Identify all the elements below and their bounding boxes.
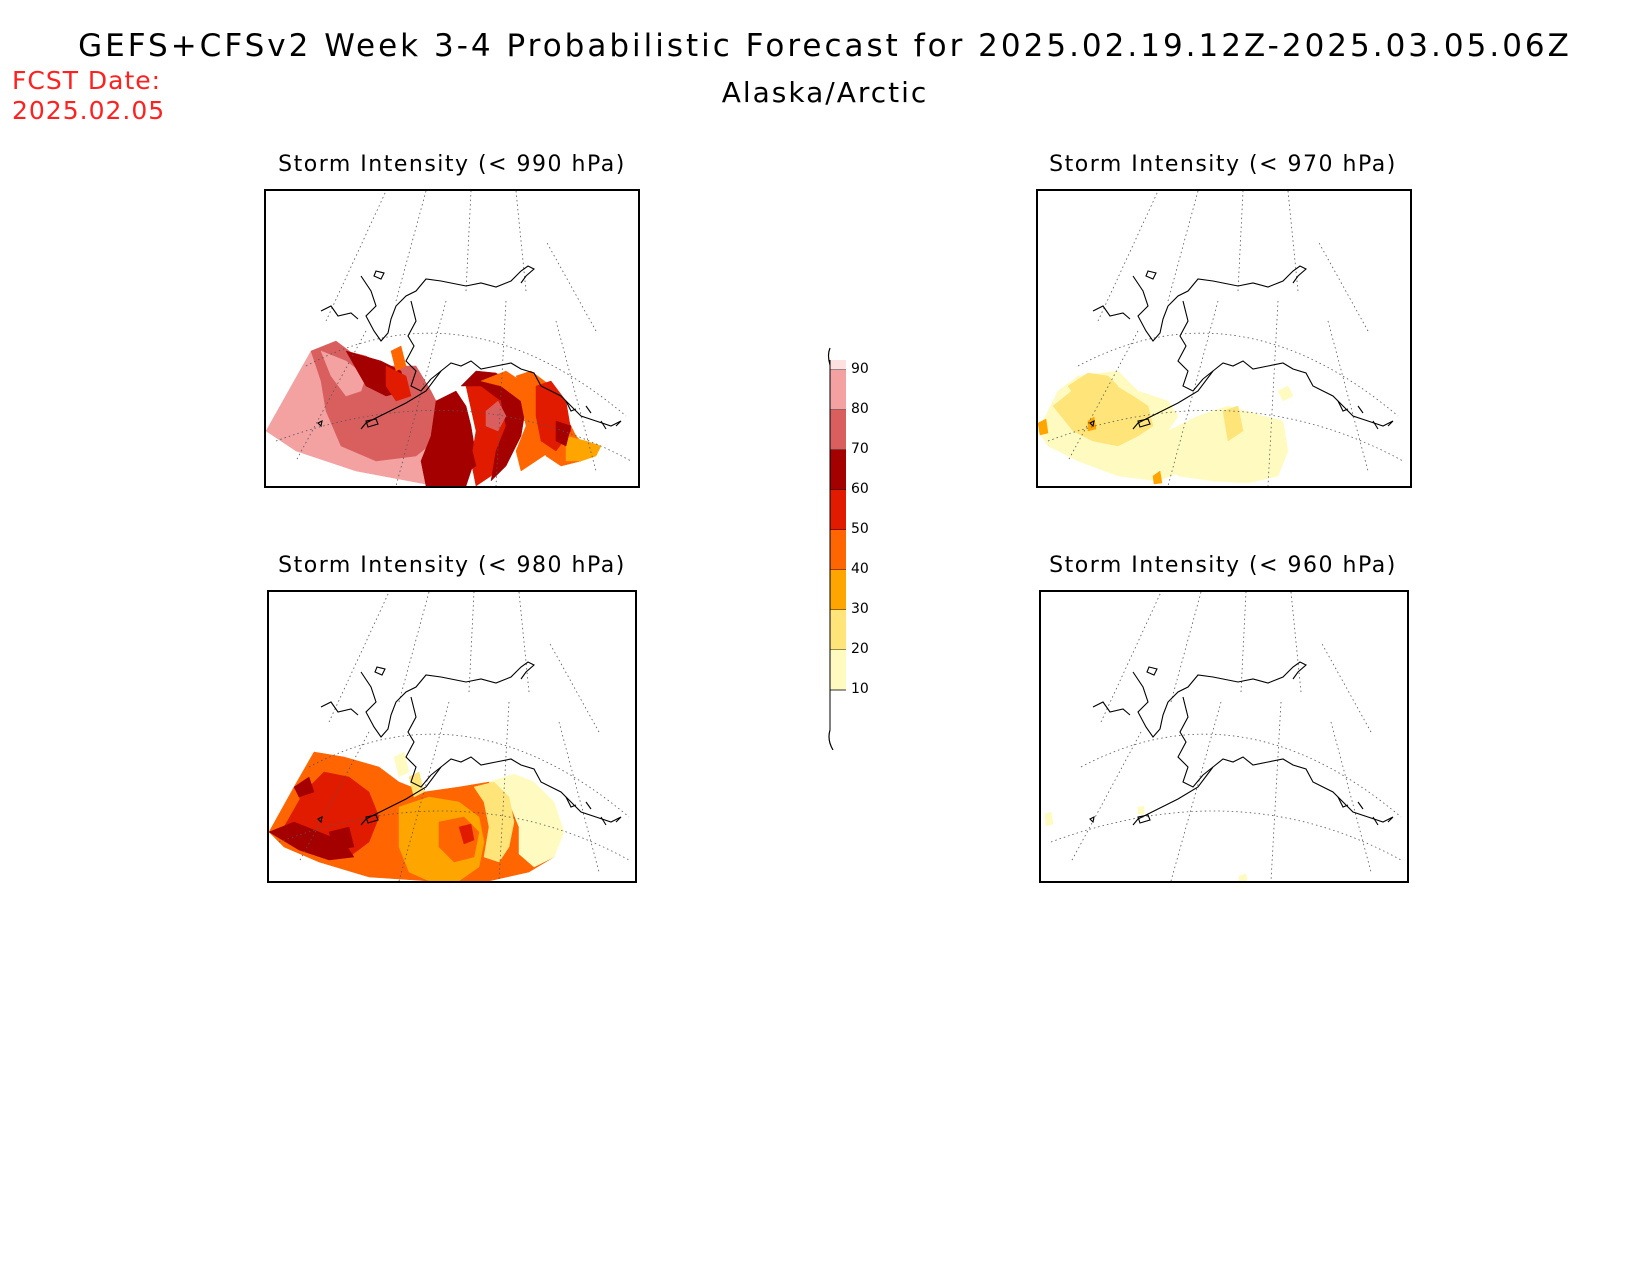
colorbar-segment-gt90 (830, 360, 846, 370)
map-panel-990 (264, 189, 640, 488)
colorbar-svg (827, 347, 846, 751)
alaska-coastline-970 (1089, 265, 1394, 430)
colorbar-segment-c10_20 (830, 650, 846, 690)
chart-title: GEFS+CFSv2 Week 3-4 Probabilistic Foreca… (78, 28, 1572, 64)
map-970-svg (1038, 191, 1404, 486)
map-990-svg (266, 191, 632, 486)
panel-970-title: Storm Intensity (< 970 hPa) (1049, 152, 1397, 177)
colorbar-segment-c70_80 (830, 410, 846, 450)
lat-lon-grid-960 (1050, 592, 1402, 881)
colorbar-label-60: 60 (851, 481, 869, 497)
probability-fill-960 (1044, 805, 1248, 881)
colorbar-label-20: 20 (851, 641, 869, 657)
probability-colorbar: 90 80 70 60 50 40 30 20 10 (805, 330, 869, 754)
colorbar-label-40: 40 (851, 561, 869, 577)
colorbar-label-80: 80 (851, 401, 869, 417)
colorbar-top-cap (827, 347, 831, 366)
lat-lon-grid-990 (275, 191, 632, 486)
colorbar-label-90: 90 (851, 361, 869, 377)
panel-990-title: Storm Intensity (< 990 hPa) (278, 152, 626, 177)
colorbar-segment-c20_30 (830, 610, 846, 650)
panel-960-title: Storm Intensity (< 960 hPa) (1049, 553, 1397, 578)
forecast-date-block: FCST Date: 2025.02.05 (12, 66, 165, 126)
map-960-svg (1044, 592, 1402, 881)
map-980-svg (269, 592, 630, 881)
probability-fill-980 (269, 751, 565, 881)
colorbar-label-30: 30 (851, 601, 869, 617)
probability-fill-970 (1038, 370, 1294, 485)
colorbar-label-10: 10 (851, 681, 869, 697)
panel-980-title: Storm Intensity (< 980 hPa) (278, 553, 626, 578)
region-subtitle: Alaska/Arctic (721, 76, 929, 109)
alaska-coastline-960 (1089, 661, 1394, 826)
colorbar-label-50: 50 (851, 521, 869, 537)
alaska-coastline-980 (317, 661, 622, 826)
alaska-coastline-990 (317, 265, 622, 430)
map-panel-960 (1039, 590, 1409, 883)
colorbar-segment-c50_60 (830, 490, 846, 530)
colorbar-segment-c60_70 (830, 450, 846, 490)
colorbar-segment-c40_50 (830, 530, 846, 570)
forecast-date-label: FCST Date: (12, 66, 162, 95)
forecast-date-value: 2025.02.05 (12, 96, 166, 125)
colorbar-bottom-cap (828, 729, 834, 751)
colorbar-label-70: 70 (851, 441, 869, 457)
colorbar-segment-c30_40 (830, 570, 846, 610)
lat-lon-grid-980 (278, 592, 630, 881)
colorbar-segment-c80_90 (830, 370, 846, 410)
map-panel-980 (267, 590, 637, 883)
map-panel-970 (1036, 189, 1412, 488)
probability-fill-990 (266, 340, 602, 486)
